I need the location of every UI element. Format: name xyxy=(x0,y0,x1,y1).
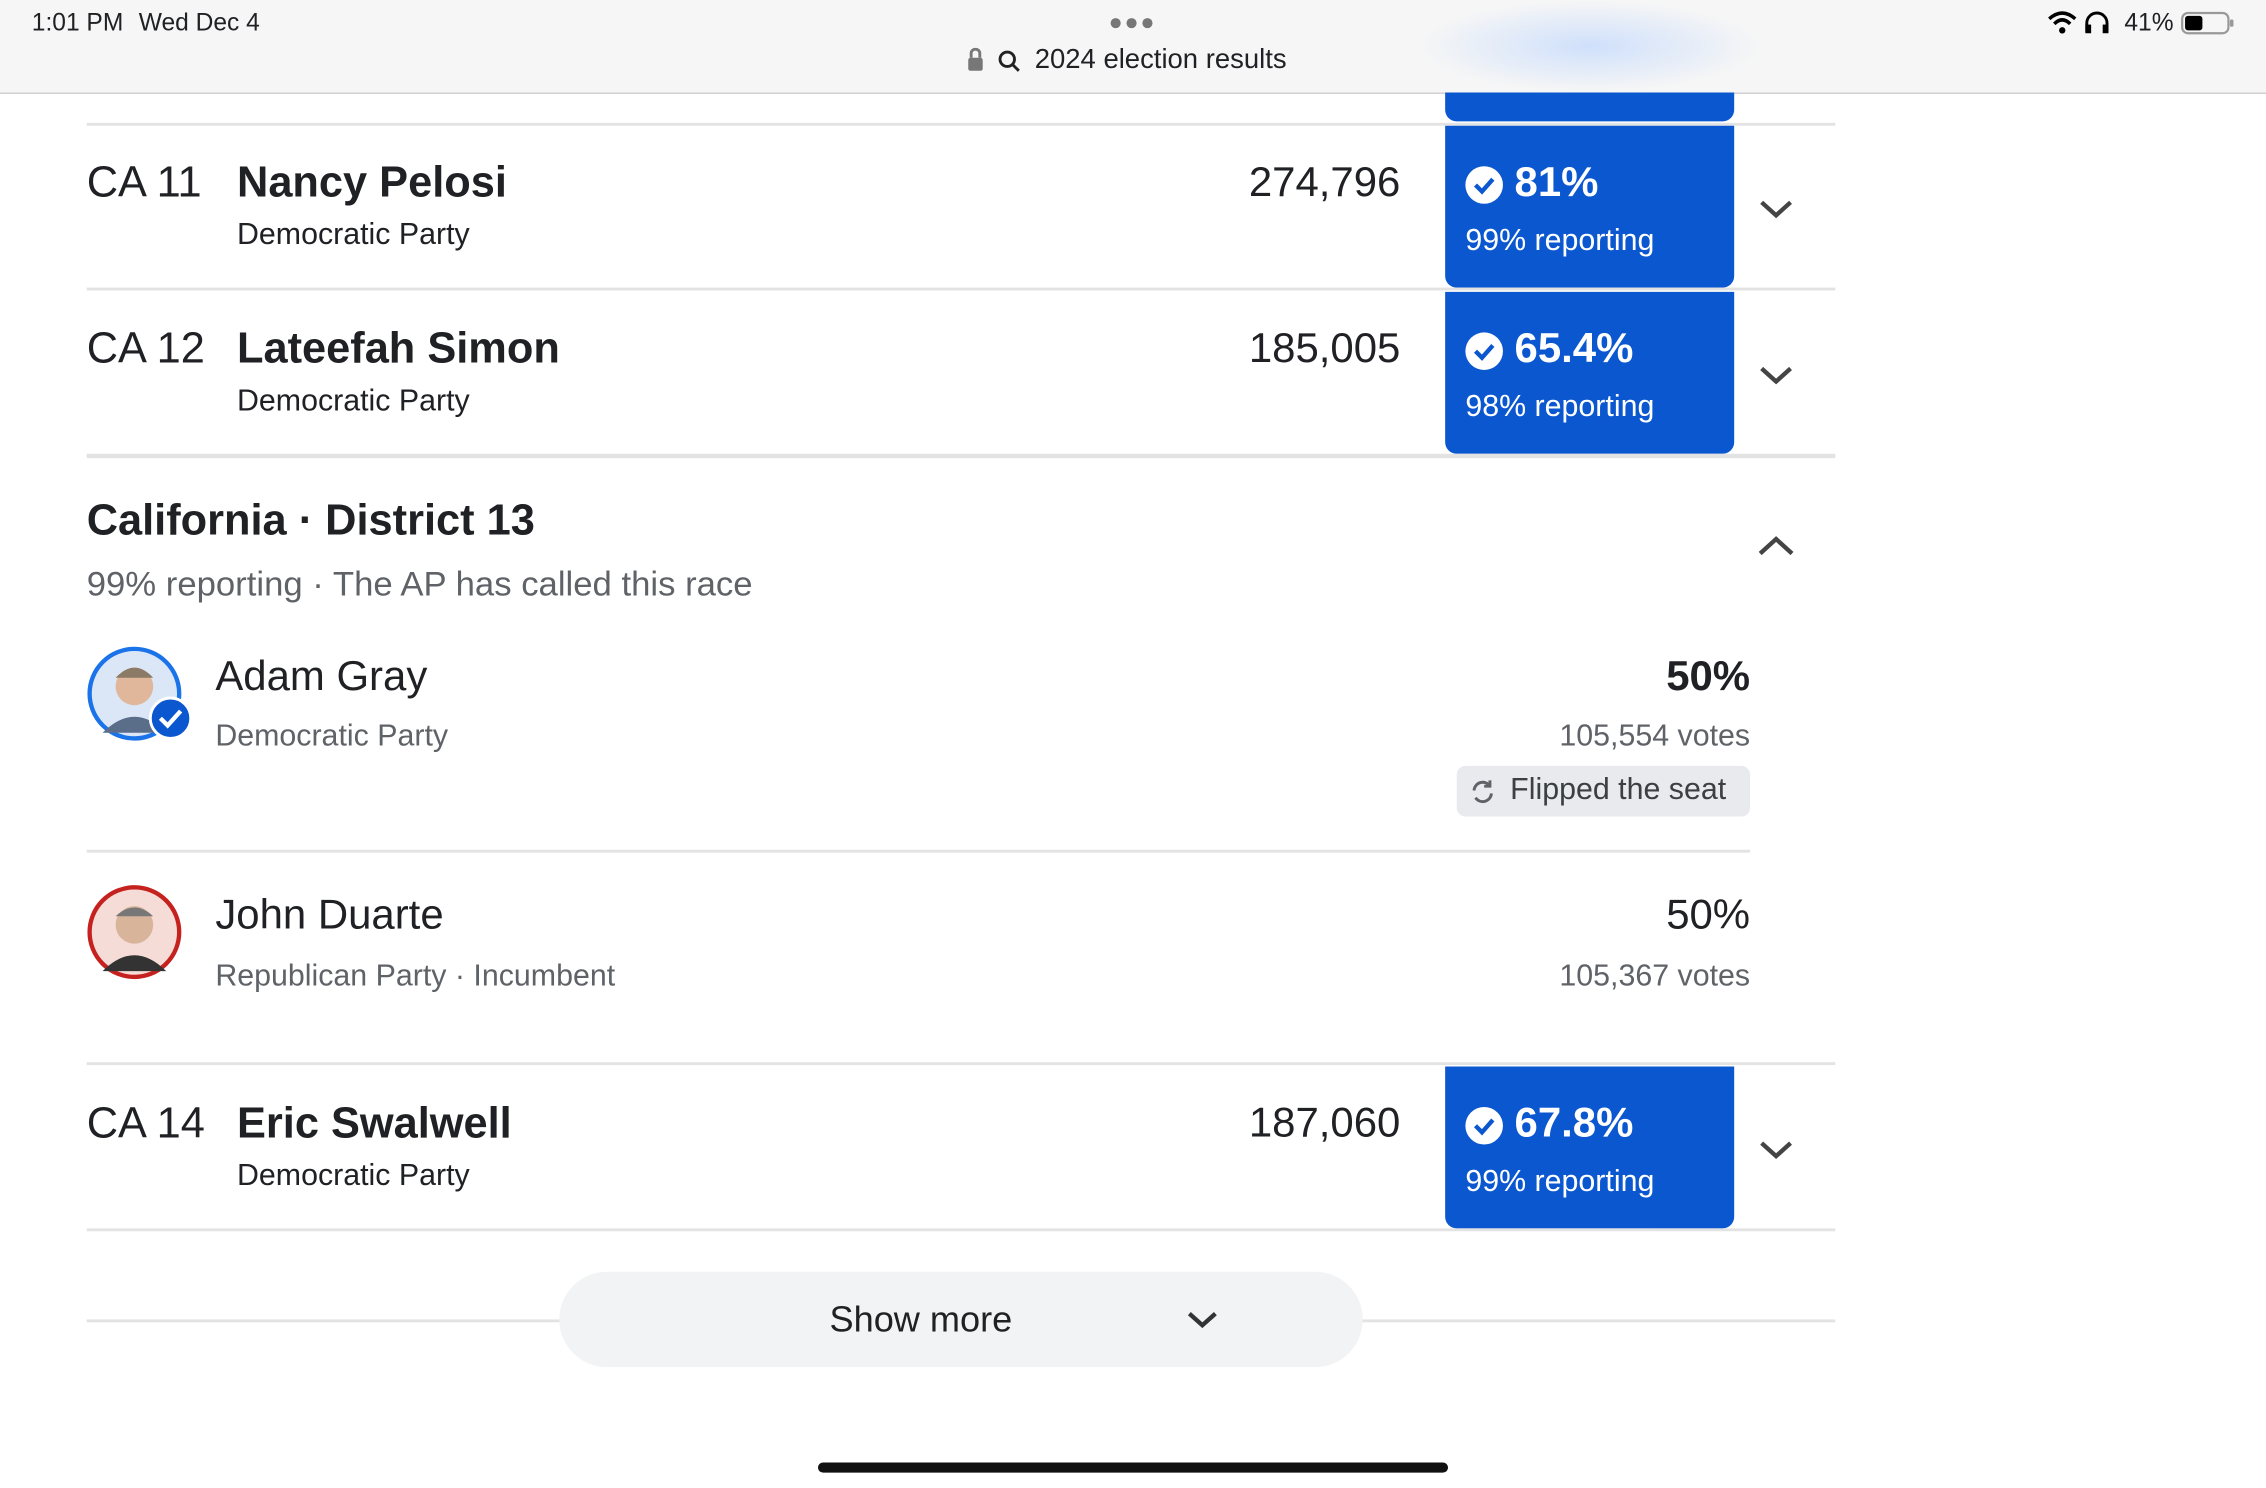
candidate-name: John Duarte xyxy=(215,892,444,939)
reporting: 99% reporting xyxy=(1465,223,1655,258)
district: CA 12 xyxy=(86,325,205,373)
badge-text: Flipped the seat xyxy=(1510,773,1727,807)
more-dots[interactable] xyxy=(1107,14,1156,31)
expand-chevron[interactable] xyxy=(1757,197,1795,223)
candidate-photo xyxy=(87,885,182,980)
candidate-votes: 105,554 votes xyxy=(1559,719,1751,753)
percent: 81% xyxy=(1514,159,1599,206)
race-title: California · District 13 xyxy=(86,497,535,545)
district: CA 11 xyxy=(86,158,202,207)
candidate-name: Lateefah Simon xyxy=(237,325,560,373)
called-check xyxy=(1465,332,1503,370)
browser-bar xyxy=(0,0,2266,94)
candidate-name: Nancy Pelosi xyxy=(237,158,507,207)
candidate-percent: 50% xyxy=(1666,653,1751,701)
incumbent: Incumbent xyxy=(473,959,616,993)
votes: 274,796 xyxy=(1248,159,1401,206)
tab-glow xyxy=(1416,0,1764,93)
flipped-badge: Flipped the seat xyxy=(1456,765,1751,817)
result-box: 65.4% 98% reporting xyxy=(1445,291,1735,454)
battery-percent: 41% xyxy=(2124,8,2174,37)
reporting: 99% reporting xyxy=(86,565,303,605)
race-row[interactable]: CA 12 Lateefah Simon Democratic Party 18… xyxy=(0,290,2266,457)
time: 1:01 PM xyxy=(31,8,124,37)
candidate-party: Republican Party · Incumbent xyxy=(215,959,616,993)
reporting: 98% reporting xyxy=(1465,390,1655,424)
divider xyxy=(86,849,1751,853)
candidate-name: Adam Gray xyxy=(215,653,428,701)
lock-search-icons xyxy=(968,47,1020,72)
result-box: 67.8% 99% reporting xyxy=(1445,1066,1735,1229)
chevron-down xyxy=(1187,1312,1217,1329)
home-indicator xyxy=(817,1462,1449,1473)
party: Democratic Party xyxy=(237,218,470,252)
candidate-party: Democratic Party xyxy=(215,719,449,753)
race-subtitle: 99% reporting · The AP has called this r… xyxy=(86,565,753,605)
district: CA 14 xyxy=(86,1099,205,1148)
expand-chevron[interactable] xyxy=(1757,363,1795,389)
called-check xyxy=(1465,166,1503,204)
votes: 185,005 xyxy=(1248,325,1401,373)
show-more-text: Show more xyxy=(829,1299,1013,1341)
battery-icon xyxy=(2181,11,2234,35)
divider xyxy=(86,122,1836,126)
party: Republican Party xyxy=(215,959,447,993)
address-query[interactable]: 2024 election results xyxy=(1034,44,1287,76)
date: Wed Dec 4 xyxy=(138,8,260,37)
collapse-chevron[interactable] xyxy=(1754,532,1797,561)
divider xyxy=(86,1062,1836,1066)
reporting: 99% reporting xyxy=(1465,1164,1655,1199)
divider xyxy=(86,1228,1836,1232)
result-box: 81% 99% reporting xyxy=(1445,125,1735,288)
candidate-percent: 50% xyxy=(1666,892,1751,939)
expand-chevron[interactable] xyxy=(1757,1137,1795,1163)
candidate-photo xyxy=(87,646,193,741)
candidate-name: Eric Swalwell xyxy=(237,1099,512,1148)
percent: 67.8% xyxy=(1514,1100,1634,1147)
show-more-button[interactable]: Show more xyxy=(559,1271,1363,1368)
previous-result-box xyxy=(1445,92,1735,122)
candidate-votes: 105,367 votes xyxy=(1559,959,1751,993)
status-icons xyxy=(2048,11,2109,34)
called-check xyxy=(1465,1106,1503,1145)
race-row[interactable]: CA 11 Nancy Pelosi Democratic Party 274,… xyxy=(0,124,2266,291)
votes: 187,060 xyxy=(1248,1100,1401,1147)
party: Democratic Party xyxy=(237,1159,470,1193)
divider xyxy=(86,287,1836,291)
divider xyxy=(86,455,1836,459)
party: Democratic Party xyxy=(237,384,470,418)
flip-icon xyxy=(1472,780,1493,803)
race-status: The AP has called this race xyxy=(332,565,753,605)
race-row[interactable]: CA 14 Eric Swalwell Democratic Party 187… xyxy=(0,1065,2266,1232)
percent: 65.4% xyxy=(1514,325,1634,373)
